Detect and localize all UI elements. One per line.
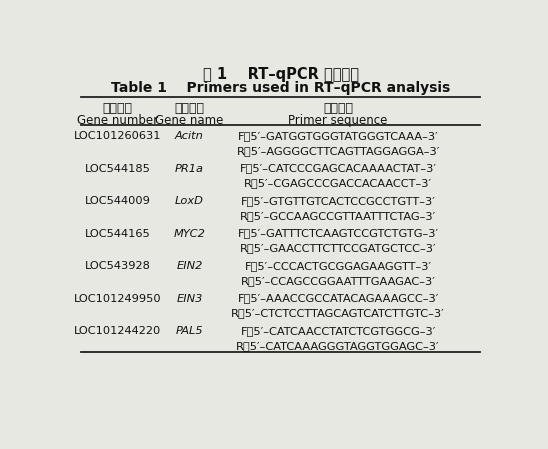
Text: F；5′–CCCACTGCGGAGAAGGTT–3′: F；5′–CCCACTGCGGAGAAGGTT–3′ — [244, 260, 432, 271]
Text: Gene name: Gene name — [155, 114, 224, 127]
Text: PAL5: PAL5 — [176, 326, 203, 336]
Text: F；5′–GATTTCTCAAGTCCGTCTGTG–3′: F；5′–GATTTCTCAAGTCCGTCTGTG–3′ — [238, 228, 439, 238]
Text: Table 1    Primers used in RT–qPCR analysis: Table 1 Primers used in RT–qPCR analysis — [111, 81, 450, 95]
Text: F；5′–GATGGTGGGTATGGGTCAAA–3′: F；5′–GATGGTGGGTATGGGTCAAA–3′ — [238, 131, 438, 141]
Text: F；5′–GTGTTGTCACTCCGCCTGTT–3′: F；5′–GTGTTGTCACTCCGCCTGTT–3′ — [241, 196, 436, 206]
Text: R；5′–AGGGGCTTCAGTTAGGAGGA–3′: R；5′–AGGGGCTTCAGTTAGGAGGA–3′ — [237, 146, 440, 156]
Text: R；5′–CCAGCCGGAATTTGAAGAC–3′: R；5′–CCAGCCGGAATTTGAAGAC–3′ — [241, 276, 436, 286]
Text: F；5′–CATCCCGAGCACAAAACTAT–3′: F；5′–CATCCCGAGCACAAAACTAT–3′ — [239, 163, 437, 173]
Text: LOC543928: LOC543928 — [84, 261, 150, 271]
Text: 基因名称: 基因名称 — [175, 101, 204, 114]
Text: LOC544009: LOC544009 — [84, 196, 150, 206]
Text: LOC101260631: LOC101260631 — [73, 131, 161, 141]
Text: Gene number: Gene number — [77, 114, 158, 127]
Text: F；5′–CATCAACCTATCTCGTGGCG–3′: F；5′–CATCAACCTATCTCGTGGCG–3′ — [241, 326, 436, 335]
Text: LOC544165: LOC544165 — [84, 229, 150, 239]
Text: R；5′–CTCTCCTTAGCAGTCATCTTGTC–3′: R；5′–CTCTCCTTAGCAGTCATCTTGTC–3′ — [231, 308, 445, 318]
Text: R；5′–CATCAAAGGGTAGGTGGAGC–3′: R；5′–CATCAAAGGGTAGGTGGAGC–3′ — [236, 341, 440, 351]
Text: Acitn: Acitn — [175, 131, 204, 141]
Text: MYC2: MYC2 — [174, 229, 206, 239]
Text: EIN2: EIN2 — [176, 261, 203, 271]
Text: 基因编号: 基因编号 — [102, 101, 132, 114]
Text: R；5′–CGAGCCCGACCACAACCT–3′: R；5′–CGAGCCCGACCACAACCT–3′ — [244, 178, 432, 188]
Text: Primer sequence: Primer sequence — [288, 114, 388, 127]
Text: F；5′–AAACCGCCATACAGAAAGCC–3′: F；5′–AAACCGCCATACAGAAAGCC–3′ — [237, 293, 439, 303]
Text: 表 1    RT–qPCR 分析引物: 表 1 RT–qPCR 分析引物 — [203, 66, 359, 82]
Text: LOC101244220: LOC101244220 — [74, 326, 161, 336]
Text: LoxD: LoxD — [175, 196, 204, 206]
Text: LOC544185: LOC544185 — [84, 164, 150, 174]
Text: PR1a: PR1a — [175, 164, 204, 174]
Text: LOC101249950: LOC101249950 — [73, 294, 161, 304]
Text: R；5′–GAACCTTCTTCCGATGCTCC–3′: R；5′–GAACCTTCTTCCGATGCTCC–3′ — [240, 243, 437, 253]
Text: R；5′–GCCAAGCCGTTAATTTCTAG–3′: R；5′–GCCAAGCCGTTAATTTCTAG–3′ — [240, 211, 436, 221]
Text: EIN3: EIN3 — [176, 294, 203, 304]
Text: 引物序列: 引物序列 — [323, 101, 353, 114]
